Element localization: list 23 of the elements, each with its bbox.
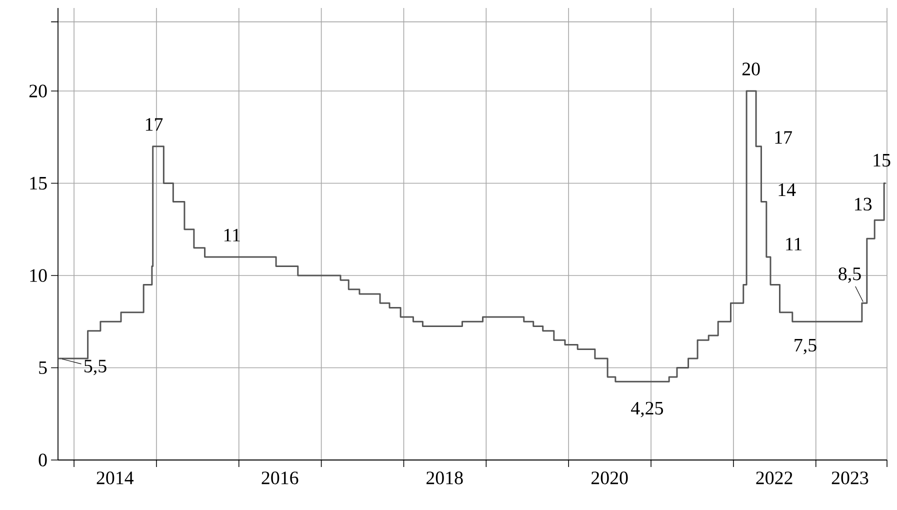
annotation: 5,5 (84, 360, 106, 376)
y-tick-label: 15 (30, 176, 47, 190)
annotation: 4,25 (631, 402, 664, 418)
annotation: 17 (775, 131, 792, 144)
x-tick-label: 2023 (832, 472, 868, 484)
y-tick-label: 10 (30, 269, 47, 282)
annotation: 20 (742, 62, 760, 76)
annotation: 8,5 (838, 267, 861, 283)
annotation: 14 (778, 183, 796, 196)
annotation: 13 (855, 198, 872, 211)
y-tick-label: 5 (39, 361, 47, 374)
x-tick-label: 2022 (756, 472, 792, 484)
x-tick-label: 2018 (426, 472, 463, 484)
y-tick-label: 0 (38, 454, 47, 466)
y-tick-label: 20 (29, 84, 47, 98)
x-tick-label: 2016 (262, 472, 298, 484)
x-tick-label: 2014 (96, 472, 134, 484)
x-tick-label: 2020 (591, 472, 628, 484)
annotation: 17 (146, 118, 163, 131)
annotation: 7,5 (794, 338, 816, 354)
annotation: 15 (874, 154, 890, 167)
annotation: 11 (224, 228, 240, 242)
annotation: 11 (786, 238, 802, 250)
